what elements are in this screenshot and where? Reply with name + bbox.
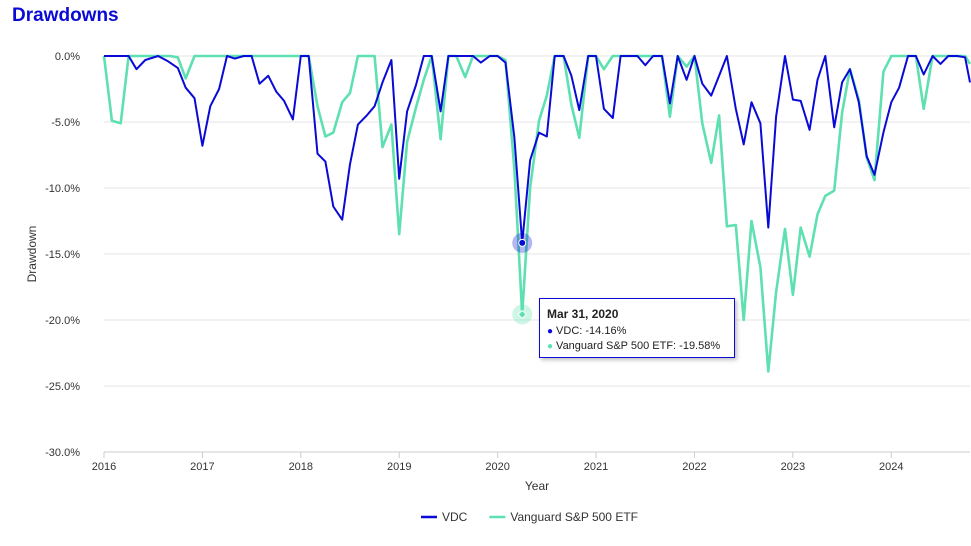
x-tick-label: 2023 xyxy=(781,461,805,473)
x-tick-label: 2017 xyxy=(190,461,214,473)
x-tick-label: 2021 xyxy=(584,461,608,473)
tooltip-bullet-icon: ● xyxy=(547,326,554,337)
x-tick-label: 2022 xyxy=(682,461,706,473)
tooltip-row-sp500: ● Vanguard S&P 500 ETF: -19.58% xyxy=(547,339,727,354)
x-axis-title: Year xyxy=(525,479,549,493)
y-axis-title: Drawdown xyxy=(25,226,39,283)
y-tick-label: -15.0% xyxy=(45,249,80,261)
y-axis-ticks: 0.0% -5.0% -10.0% -15.0% -20.0% -25.0% -30.0% xyxy=(45,51,80,459)
gridlines xyxy=(104,55,970,453)
legend-item-label[interactable]: Vanguard S&P 500 ETF xyxy=(510,510,638,524)
y-tick-label: -10.0% xyxy=(45,183,80,195)
series-line-vdc[interactable] xyxy=(104,55,971,244)
legend-item-label[interactable]: VDC xyxy=(442,510,468,524)
series-line-sp500[interactable] xyxy=(102,54,971,373)
x-tick-label: 2016 xyxy=(92,461,116,473)
x-tick-label: 2024 xyxy=(879,461,903,473)
tooltip-bullet-icon: ● xyxy=(547,341,554,352)
y-tick-label: -25.0% xyxy=(45,381,80,393)
tooltip-date: Mar 31, 2020 xyxy=(547,307,619,321)
x-tick-label: 2020 xyxy=(485,461,509,473)
y-tick-label: 0.0% xyxy=(55,51,80,63)
tooltip-sp500-value: Vanguard S&P 500 ETF: -19.58% xyxy=(556,340,721,352)
hover-point-vdc xyxy=(518,238,527,247)
hover-point-sp500 xyxy=(517,309,527,320)
tooltip: Mar 31, 2020 ● VDC: -14.16% ● Vanguard S&P… xyxy=(539,298,735,358)
x-tick-label: 2018 xyxy=(289,461,313,473)
y-tick-label: -5.0% xyxy=(51,117,80,129)
series-lines xyxy=(102,54,971,373)
chart-title: Drawdowns xyxy=(12,5,119,26)
tooltip-row-vdc: ● VDC: -14.16% xyxy=(547,324,727,339)
hover-markers xyxy=(512,232,533,325)
y-tick-label: -30.0% xyxy=(45,447,80,459)
x-axis-ticks: 2016 2017 2018 2019 2020 2021 2022 2023 2024 xyxy=(92,452,904,473)
tooltip-vdc-value: VDC: -14.16% xyxy=(556,325,627,337)
x-tick-label: 2019 xyxy=(387,461,411,473)
y-tick-label: -20.0% xyxy=(45,315,80,327)
legend[interactable]: VDC Vanguard S&P 500 ETF xyxy=(421,510,638,524)
